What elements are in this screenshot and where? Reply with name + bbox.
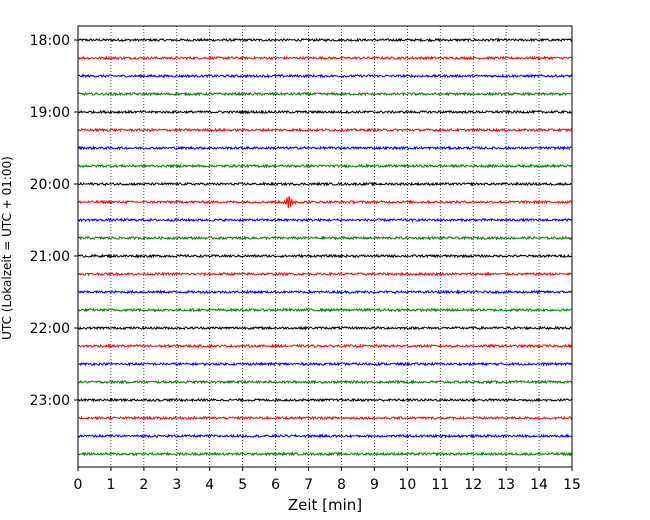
x-tick-label: 9 — [370, 477, 379, 493]
x-tick-label: 6 — [271, 477, 280, 493]
plot-frame — [77, 25, 573, 468]
x-tick-label: 7 — [304, 477, 313, 493]
x-tick-label: 11 — [431, 477, 449, 493]
y-tick-label: 20:00 — [30, 177, 70, 193]
x-tick-label: 1 — [106, 477, 115, 493]
seismogram-trace — [77, 253, 573, 259]
seismogram-trace — [77, 55, 573, 61]
seismogram-trace — [77, 343, 573, 349]
seismogram-trace — [77, 163, 573, 169]
seismogram-trace — [78, 307, 573, 313]
x-tick-label: 0 — [74, 477, 83, 493]
x-tick-label: 13 — [497, 477, 515, 493]
seismogram-trace — [77, 397, 573, 403]
y-tick-label: 21:00 — [30, 249, 70, 265]
seismogram-trace — [77, 271, 573, 277]
x-tick-label: 3 — [172, 477, 181, 493]
seismogram-trace — [77, 196, 573, 209]
trace-lines — [77, 37, 573, 457]
x-tick-label: 5 — [238, 477, 247, 493]
x-tick-label: 10 — [398, 477, 416, 493]
y-axis-ticks: 18:00 19:00 20:00 21:00 22:00 23:00 — [30, 33, 78, 409]
y-tick-label: 19:00 — [30, 105, 70, 121]
x-tick-label: 8 — [337, 477, 346, 493]
seismogram-trace — [77, 109, 573, 115]
y-axis-label: UTC (Lokalzeit = UTC + 01:00) — [0, 156, 14, 340]
seismogram-trace — [77, 361, 573, 367]
x-tick-label: 2 — [139, 477, 148, 493]
y-tick-label: 18:00 — [30, 33, 70, 49]
seismogram-trace — [77, 415, 573, 421]
seismogram-trace — [77, 217, 573, 223]
seismogram-trace — [77, 145, 573, 151]
seismogram-trace — [77, 451, 573, 457]
seismogram-trace — [77, 235, 573, 241]
y-tick-label: 23:00 — [30, 393, 70, 409]
seismogram-trace — [77, 325, 573, 331]
x-axis-label: Zeit [min] — [288, 496, 362, 514]
x-tick-label: 4 — [205, 477, 214, 493]
x-tick-label: 12 — [464, 477, 482, 493]
seismogram-trace — [77, 37, 573, 43]
seismogram-trace — [77, 73, 573, 79]
x-axis-ticks: 0 1 2 3 4 5 6 7 8 9 10 11 12 13 14 15 — [74, 467, 581, 493]
x-tick-label: 14 — [530, 477, 548, 493]
x-tick-label: 15 — [563, 477, 581, 493]
seismogram-trace — [77, 91, 573, 97]
seismogram-trace — [77, 181, 573, 187]
seismogram-trace — [77, 433, 573, 439]
seismogram-trace — [77, 379, 573, 385]
seismogram-trace — [77, 289, 573, 295]
y-tick-label: 22:00 — [30, 321, 70, 337]
seismogram-trace — [77, 127, 573, 133]
